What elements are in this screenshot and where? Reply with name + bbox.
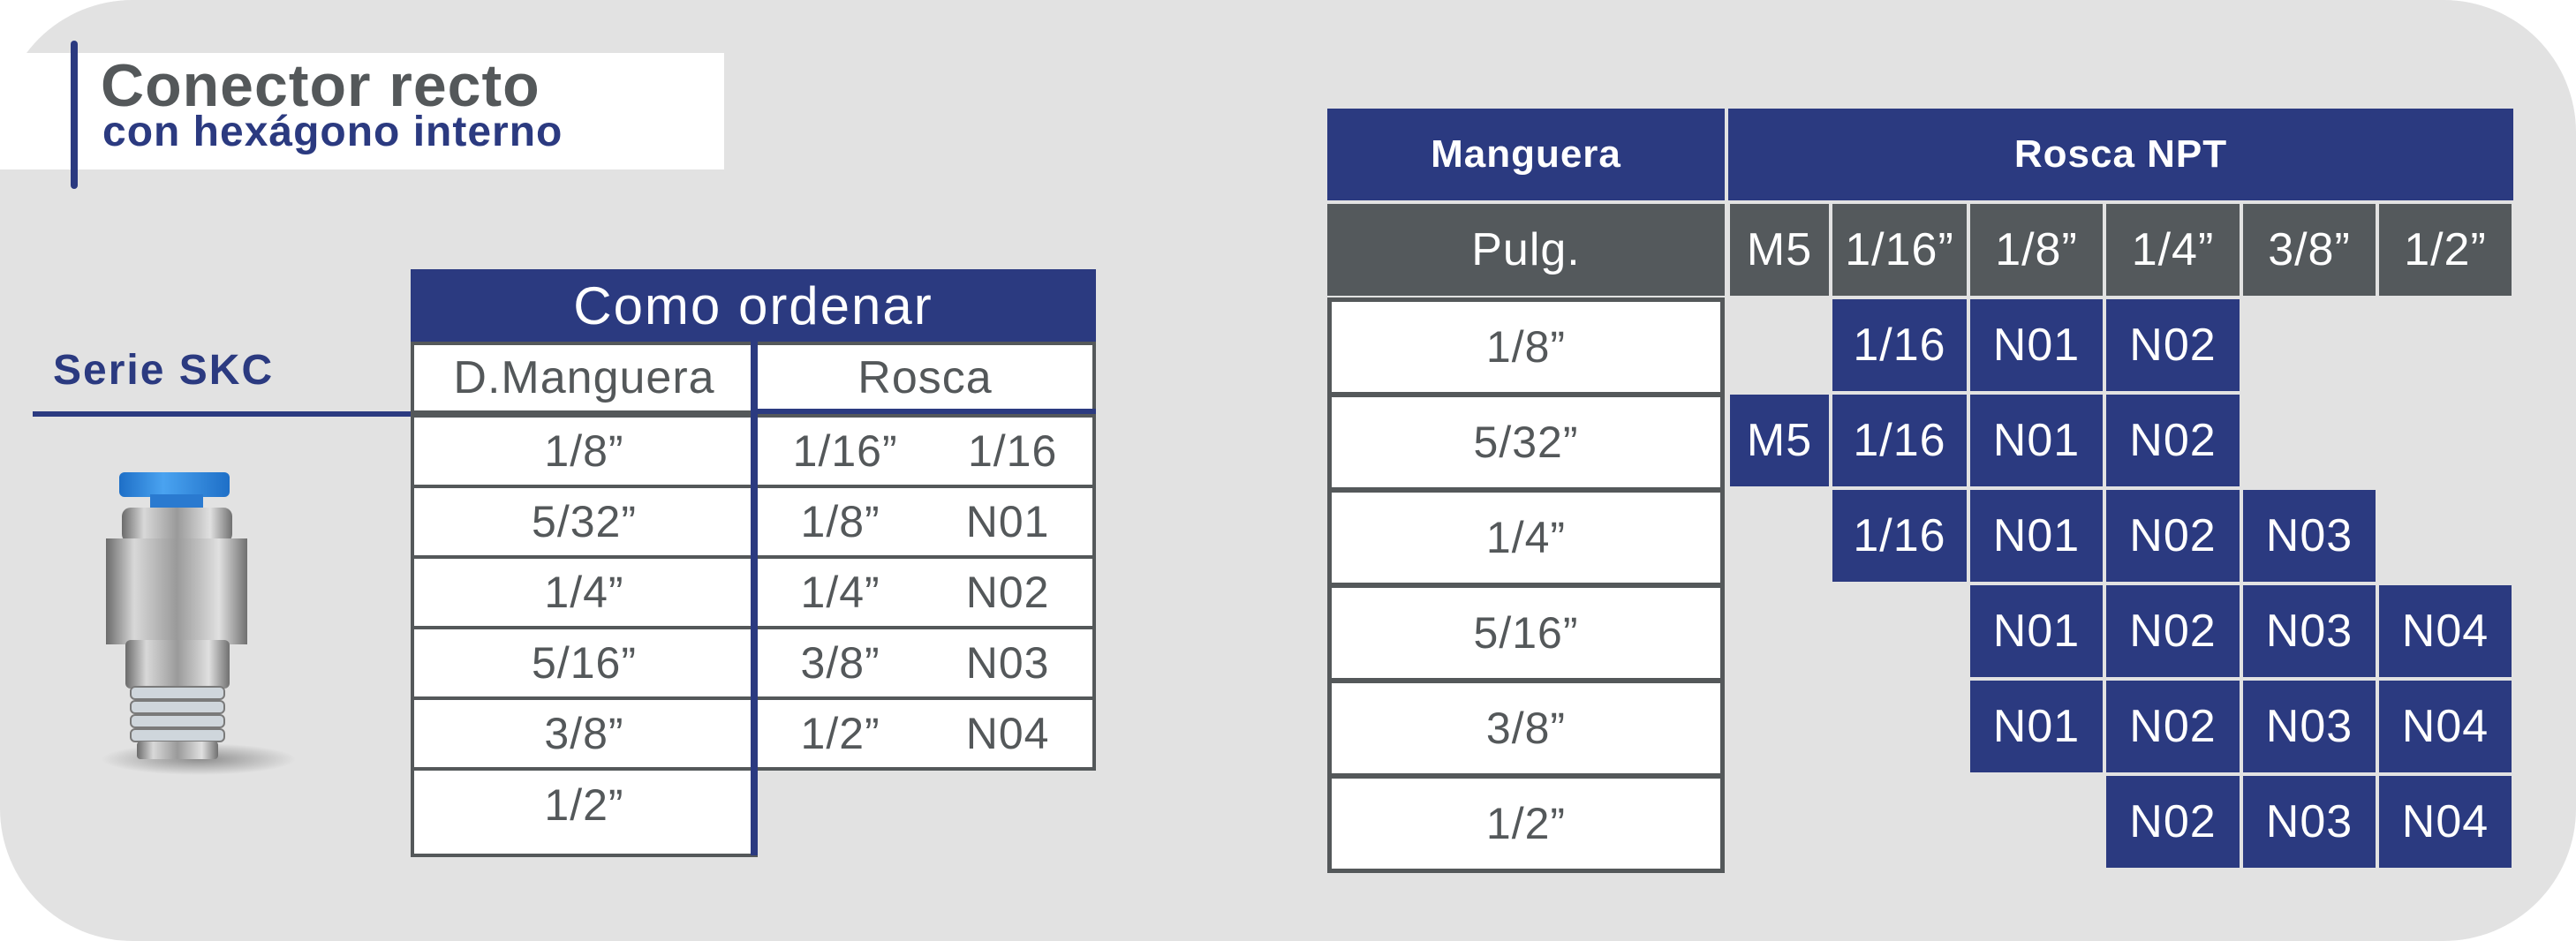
row-label: 1/4”: [1327, 488, 1725, 587]
row-label: 5/16”: [1327, 583, 1725, 682]
rosca-code: N04: [965, 709, 1050, 758]
empty-cell: [2243, 395, 2376, 486]
row-label: 3/8”: [1327, 679, 1725, 778]
thread-code-cell: 1/16: [1832, 395, 1967, 486]
manguera-cell: 1/4”: [411, 555, 758, 629]
empty-cell: [2379, 395, 2512, 486]
product-subtitle: con hexágono interno: [102, 109, 563, 155]
thread-code-cell: 1/16: [1832, 490, 1967, 582]
column-header: M5: [1730, 204, 1829, 296]
row-label: 5/32”: [1327, 393, 1725, 492]
column-header: 3/8”: [2243, 204, 2376, 296]
thread-code-cell: N04: [2379, 681, 2512, 772]
header-d-manguera: D.Manguera: [411, 342, 758, 414]
thread-code-cell: N01: [1970, 490, 2103, 582]
thread-code-cell: 1/16: [1832, 299, 1967, 391]
rosca-underline: [754, 409, 1096, 414]
thread-code-cell: N03: [2243, 681, 2376, 772]
thread-code-cell: N02: [2106, 776, 2240, 868]
thread-code-cell: N02: [2106, 681, 2240, 772]
thread-code-cell: N01: [1970, 395, 2103, 486]
rosca-row: 3/8” N03: [754, 626, 1096, 700]
empty-cell: [1832, 585, 1967, 677]
order-table-title: Como ordenar: [411, 269, 1096, 342]
column-header: 1/8”: [1970, 204, 2103, 296]
rosca-code: N02: [965, 568, 1050, 617]
thread-code-cell: N03: [2243, 490, 2376, 582]
rosca-code: 1/16: [967, 426, 1058, 476]
rosca-size: 3/8”: [800, 638, 880, 688]
empty-cell: [1730, 299, 1829, 391]
rosca-row: 1/16” 1/16: [754, 414, 1096, 488]
thread-code-cell: N02: [2106, 395, 2240, 486]
thread-code-cell: N03: [2243, 585, 2376, 677]
header-manguera: Manguera: [1327, 109, 1725, 200]
manguera-cell: 1/8”: [411, 414, 758, 488]
column-header: 1/4”: [2106, 204, 2240, 296]
thread-code-cell: N04: [2379, 585, 2512, 677]
row-label: 1/8”: [1327, 297, 1725, 396]
thread-code-cell: N03: [2243, 776, 2376, 868]
empty-cell: [1970, 776, 2103, 868]
rosca-size: 1/16”: [792, 426, 898, 476]
thread-code-cell: M5: [1730, 395, 1829, 486]
manguera-cell: 3/8”: [411, 696, 758, 771]
empty-cell: [1730, 776, 1829, 868]
rosca-code: N03: [965, 638, 1050, 688]
thread-code-cell: N04: [2379, 776, 2512, 868]
header-rosca: Rosca: [754, 342, 1096, 414]
connector-fitting-image: [102, 472, 296, 775]
rosca-code: N01: [965, 497, 1050, 546]
rosca-size: 1/2”: [800, 709, 880, 758]
row-label: 1/2”: [1327, 774, 1725, 873]
empty-cell: [1730, 490, 1829, 582]
empty-cell: [1832, 681, 1967, 772]
rosca-size: 1/8”: [800, 497, 880, 546]
empty-cell: [1730, 585, 1829, 677]
column-header: 1/16”: [1832, 204, 1967, 296]
thread-code-cell: N02: [2106, 490, 2240, 582]
header-rosca-npt: Rosca NPT: [1728, 109, 2513, 200]
thread-code-cell: N02: [2106, 299, 2240, 391]
empty-cell: [1730, 681, 1829, 772]
column-divider: [751, 342, 758, 855]
rosca-row: 1/8” N01: [754, 485, 1096, 559]
thread-code-cell: N01: [1970, 299, 2103, 391]
manguera-cell: 1/2”: [411, 767, 758, 857]
thread-code-cell: N02: [2106, 585, 2240, 677]
column-header: 1/2”: [2379, 204, 2512, 296]
empty-cell: [2379, 299, 2512, 391]
header-pulg: Pulg.: [1327, 204, 1725, 296]
series-label: Serie SKC: [53, 347, 275, 394]
empty-cell: [2243, 299, 2376, 391]
empty-cell: [2379, 490, 2512, 582]
thread-code-cell: N01: [1970, 681, 2103, 772]
manguera-cell: 5/16”: [411, 626, 758, 700]
thread-code-cell: N01: [1970, 585, 2103, 677]
rosca-row: 1/4” N02: [754, 555, 1096, 629]
manguera-cell: 5/32”: [411, 485, 758, 559]
product-title: Conector recto: [101, 52, 540, 119]
rosca-size: 1/4”: [800, 568, 880, 617]
title-box: [0, 53, 724, 169]
empty-cell: [1832, 776, 1967, 868]
title-accent-bar: [71, 41, 78, 189]
rosca-row: 1/2” N04: [754, 696, 1096, 771]
